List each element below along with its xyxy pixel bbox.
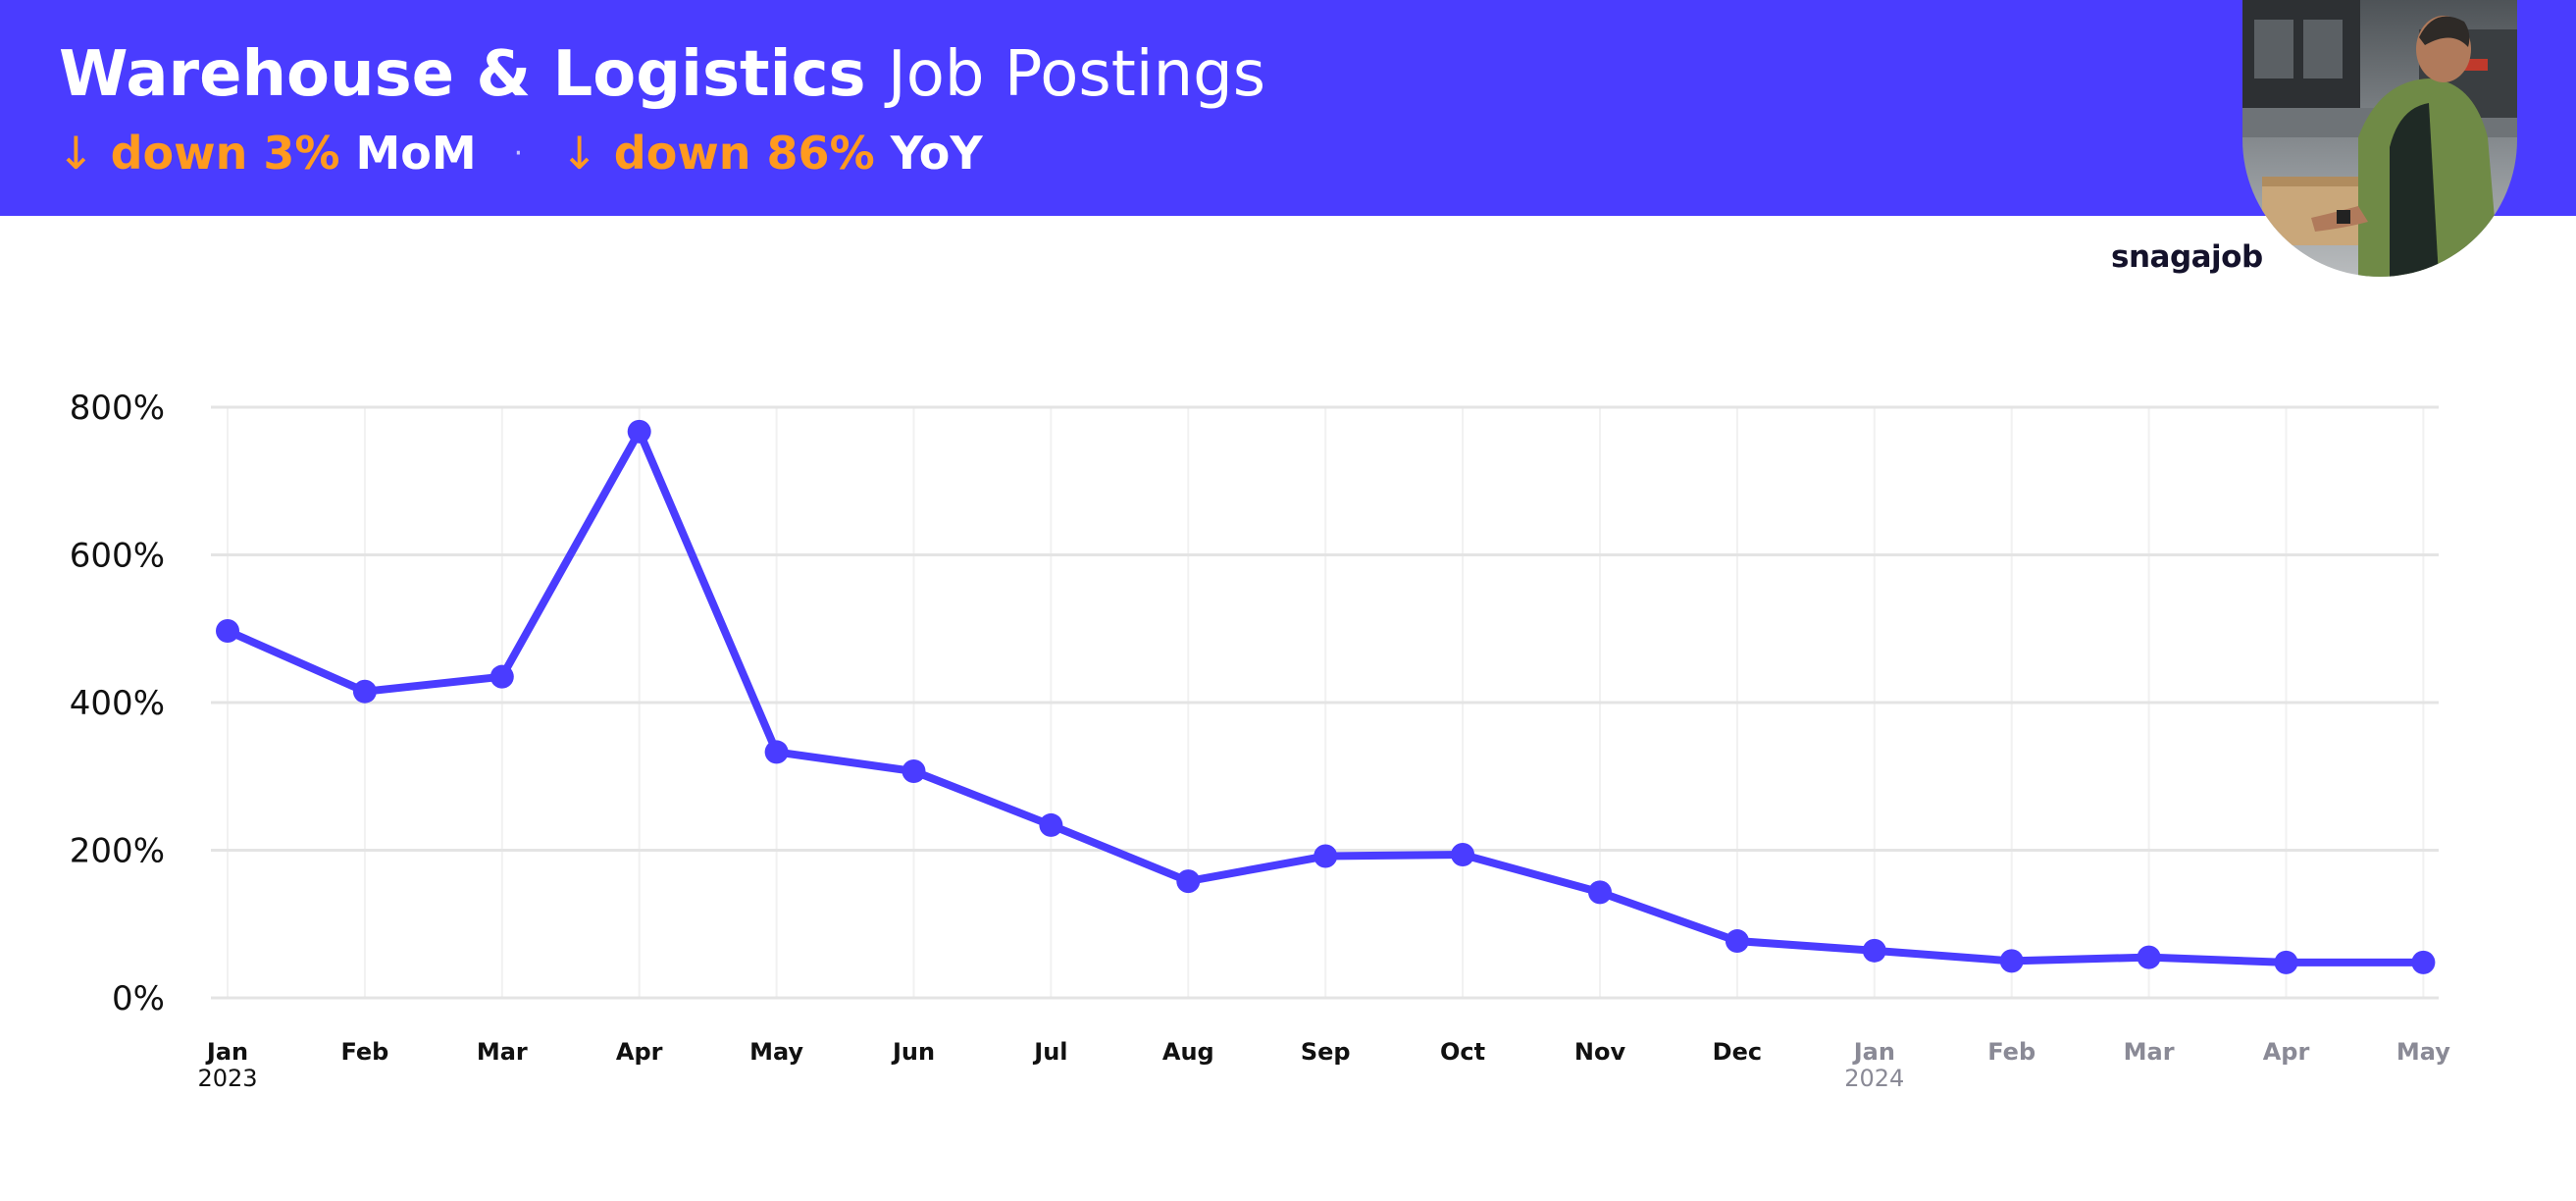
data-point [352, 679, 377, 704]
data-point [1999, 949, 2024, 973]
y-tick-label: 200% [70, 832, 165, 871]
x-tick-label: Jun [891, 1038, 935, 1066]
x-tick-year-label: 2023 [197, 1065, 257, 1092]
y-tick-label: 0% [112, 979, 165, 1018]
x-tick-label: Apr [2263, 1038, 2310, 1066]
x-tick-label: Jan [1852, 1038, 1895, 1066]
x-tick-label: May [2396, 1038, 2450, 1066]
change-summary: ↓ down 3% MoM · ↓ down 86% YoY [57, 124, 983, 183]
data-point [2274, 950, 2298, 974]
down-arrow-icon: ↓ [57, 127, 95, 180]
down-arrow-icon: ↓ [560, 127, 598, 180]
y-tick-label: 600% [70, 537, 165, 576]
y-tick-label: 800% [70, 389, 165, 428]
x-tick-label: Mar [2124, 1038, 2175, 1066]
title-category: Warehouse & Logistics [59, 38, 866, 111]
data-point [627, 419, 651, 444]
data-point [1039, 812, 1063, 837]
yoy-label: YoY [890, 127, 983, 180]
x-tick-label: May [749, 1038, 803, 1066]
worker-photo-illustration [2242, 0, 2517, 277]
data-point [1588, 880, 1612, 905]
y-tick-label: 400% [70, 684, 165, 723]
x-tick-label: Mar [477, 1038, 528, 1066]
data-point [764, 740, 789, 764]
x-tick-label: Jul [1032, 1038, 1067, 1066]
data-point [2411, 950, 2436, 974]
x-tick-year-label: 2024 [1844, 1065, 1904, 1092]
data-point [1451, 843, 1475, 867]
worker-photo [2242, 0, 2517, 277]
data-point [2137, 945, 2161, 969]
mom-change: down 3% [110, 127, 340, 180]
x-tick-label: Oct [1440, 1038, 1485, 1066]
x-tick-label: Apr [616, 1038, 663, 1066]
x-tick-label: Aug [1162, 1038, 1214, 1066]
header-banner [0, 0, 2576, 216]
y-axis-ticks: 0% 200% 400% 600% 800% [70, 389, 165, 1018]
stats-separator: · [513, 136, 524, 171]
x-tick-label: Sep [1301, 1038, 1351, 1066]
x-tick-label: Dec [1713, 1038, 1762, 1066]
x-tick-label: Nov [1574, 1038, 1626, 1066]
data-point [1862, 938, 1886, 963]
x-tick-label: Feb [340, 1038, 388, 1066]
snagajob-logo: snagajob [2111, 239, 2263, 275]
data-point [1314, 844, 1338, 868]
yoy-change: down 86% [613, 127, 875, 180]
data-point [1176, 869, 1201, 894]
data-point [902, 758, 926, 783]
data-point [1725, 929, 1749, 954]
x-tick-label: Jan [205, 1038, 248, 1066]
title-metric: Job Postings [887, 38, 1266, 111]
data-point [489, 664, 514, 689]
page-title: Warehouse & Logistics Job Postings [59, 35, 1265, 114]
series-points [216, 419, 2436, 974]
x-tick-label: Feb [1987, 1038, 2035, 1066]
mom-label: MoM [355, 127, 477, 180]
data-point [216, 619, 239, 644]
